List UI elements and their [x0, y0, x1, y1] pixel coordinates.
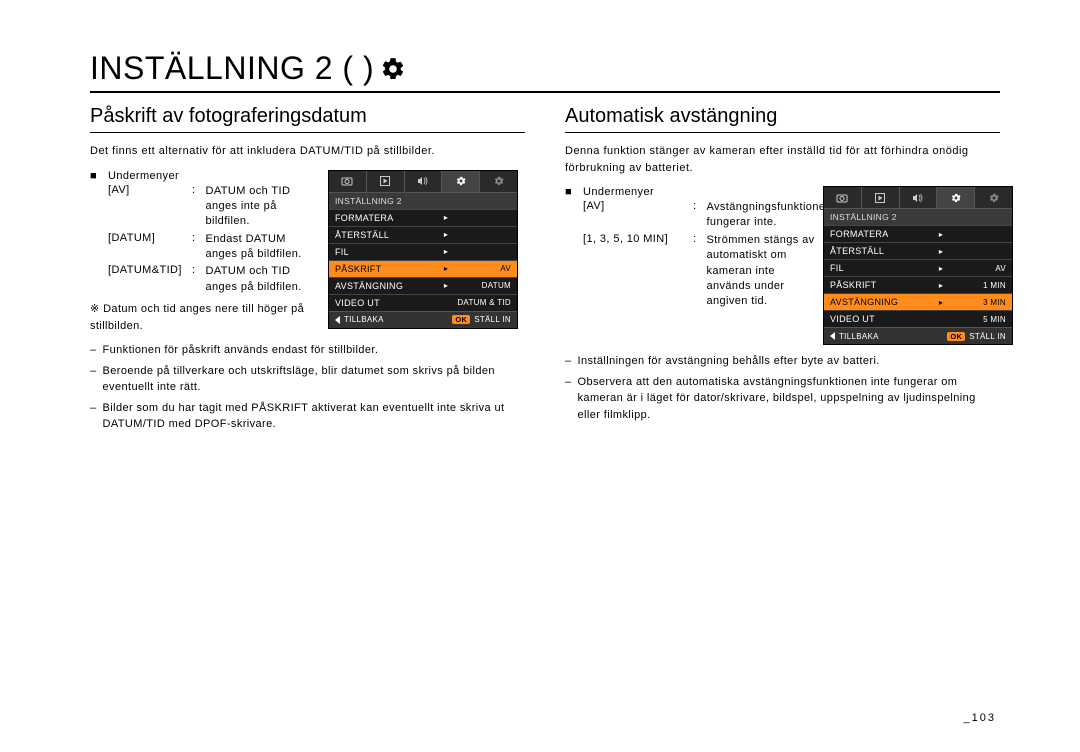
submenu-heading: ■ Undermenyer [565, 186, 815, 198]
back-label: TILLBAKA [839, 332, 879, 341]
back-icon [335, 316, 340, 324]
list-item: [DATUM] : Endast DATUM anges på bildfile… [90, 232, 320, 263]
ok-icon: OK [452, 315, 470, 324]
note-item: –Beroende på tillverkare och utskriftslä… [90, 363, 525, 396]
page-number: _103 [964, 712, 996, 724]
note-item: –Inställningen för avstängning behålls e… [565, 353, 1000, 370]
footnote: Datum och tid anges nere till höger på s… [90, 303, 304, 332]
item-label: [AV] [583, 200, 683, 212]
item-label: [DATUM] [108, 232, 182, 244]
settings2-icon [937, 187, 975, 208]
right-body: ■ Undermenyer [AV] : Avstängningsfunktio… [565, 186, 1000, 345]
lcd-header: INSTÄLLNING 2 [329, 193, 517, 209]
right-notes: –Inställningen för avstängning behålls e… [565, 353, 1000, 423]
camera-icon [329, 171, 367, 192]
list-item: [AV] : Avstängningsfunktionen fungerar i… [565, 200, 815, 231]
item-label: [AV] [108, 184, 182, 196]
bullet-icon: ■ [90, 170, 98, 182]
item-desc: DATUM och TID anges inte på bildfilen. [205, 184, 320, 230]
lcd-footer: TILLBAKA OK STÄLL IN [329, 311, 517, 328]
play-icon [862, 187, 900, 208]
page-title-row: INSTÄLLNING 2 ( ) [90, 50, 1000, 93]
sound-icon [900, 187, 938, 208]
item-desc: Endast DATUM anges på bildfilen. [205, 232, 320, 263]
lcd-row: VIDEO UTDATUM & TID [329, 294, 517, 311]
note-item: –Observera att den automatiska avstängni… [565, 374, 1000, 424]
lcd-tab-bar [824, 187, 1012, 209]
list-item: [AV] : DATUM och TID anges inte på bildf… [90, 184, 320, 230]
item-desc: DATUM och TID anges på bildfilen. [205, 264, 320, 295]
lcd-row: VIDEO UT5 MIN [824, 310, 1012, 327]
gear-icon [380, 56, 406, 82]
lcd-row: FORMATERA▸ [824, 225, 1012, 242]
lcd-header: INSTÄLLNING 2 [824, 209, 1012, 225]
lcd-row: ÅTERSTÄLL▸ [824, 242, 1012, 259]
asterisk-icon: ※ [90, 303, 103, 315]
list-item: [DATUM&TID] : DATUM och TID anges på bil… [90, 264, 320, 295]
lcd-row: AVSTÄNGNING▸DATUM [329, 277, 517, 294]
ok-label: STÄLL IN [969, 332, 1006, 341]
ok-label: STÄLL IN [474, 315, 511, 324]
lcd-row: PÅSKRIFT▸1 MIN [824, 276, 1012, 293]
left-heading: Påskrift av fotograferingsdatum [90, 105, 525, 133]
left-column: Påskrift av fotograferingsdatum Det finn… [90, 105, 525, 433]
bullet-icon: ■ [565, 186, 573, 198]
play-icon [367, 171, 405, 192]
lcd-row: FIL▸AV [824, 259, 1012, 276]
ok-icon: OK [947, 332, 965, 341]
lcd-screenshot-right: INSTÄLLNING 2 FORMATERA▸ ÅTERSTÄLL▸ FIL▸… [823, 186, 1013, 345]
right-list: ■ Undermenyer [AV] : Avstängningsfunktio… [565, 186, 815, 312]
settings3-icon [975, 187, 1012, 208]
back-icon [830, 332, 835, 340]
lcd-tab-bar [329, 171, 517, 193]
settings3-icon [480, 171, 517, 192]
right-intro: Denna funktion stänger av kameran efter … [565, 143, 1000, 176]
submenu-label: Undermenyer [108, 170, 179, 182]
content-columns: Påskrift av fotograferingsdatum Det finn… [90, 105, 1000, 433]
left-body: ■ Undermenyer [AV] : DATUM och TID anges… [90, 170, 525, 335]
note-item: –Funktionen för påskrift används endast … [90, 342, 525, 359]
lcd-row: FORMATERA▸ [329, 209, 517, 226]
left-notes: –Funktionen för påskrift används endast … [90, 342, 525, 433]
right-heading: Automatisk avstängning [565, 105, 1000, 133]
settings2-icon [442, 171, 480, 192]
back-label: TILLBAKA [344, 315, 384, 324]
list-item: [1, 3, 5, 10 MIN] : Strömmen stängs av a… [565, 233, 815, 310]
lcd-row-selected: PÅSKRIFT▸AV [329, 260, 517, 277]
lcd-screenshot-left: INSTÄLLNING 2 FORMATERA▸ ÅTERSTÄLL▸ FIL▸… [328, 170, 518, 329]
lcd-row: FIL▸ [329, 243, 517, 260]
right-column: Automatisk avstängning Denna funktion st… [565, 105, 1000, 433]
left-list: ■ Undermenyer [AV] : DATUM och TID anges… [90, 170, 320, 335]
left-intro: Det finns ett alternativ för att inklude… [90, 143, 525, 160]
lcd-row: ÅTERSTÄLL▸ [329, 226, 517, 243]
submenu-heading: ■ Undermenyer [90, 170, 320, 182]
camera-icon [824, 187, 862, 208]
item-label: [DATUM&TID] [108, 264, 182, 276]
lcd-footer: TILLBAKA OK STÄLL IN [824, 327, 1012, 344]
page-title: INSTÄLLNING 2 ( ) [90, 50, 374, 87]
item-desc: Avstängningsfunktionen fungerar inte. [706, 200, 831, 231]
submenu-label: Undermenyer [583, 186, 654, 198]
item-desc: Strömmen stängs av automatiskt om kamera… [706, 233, 815, 310]
lcd-row-selected: AVSTÄNGNING▸3 MIN [824, 293, 1012, 310]
sound-icon [405, 171, 443, 192]
item-label: [1, 3, 5, 10 MIN] [583, 233, 683, 245]
note-item: –Bilder som du har tagit med PÅSKRIFT ak… [90, 400, 525, 433]
